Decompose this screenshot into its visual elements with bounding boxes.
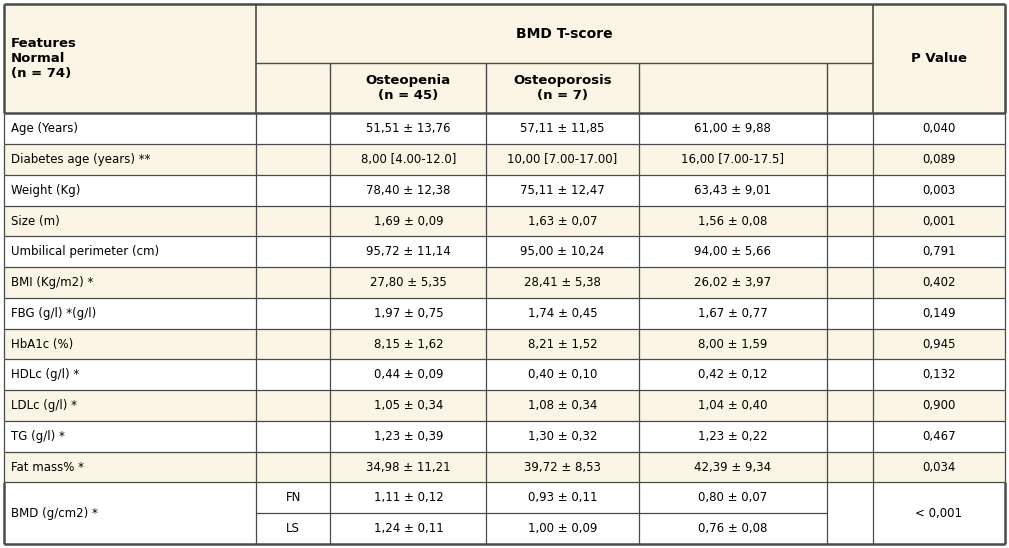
Text: 1,56 ± 0,08: 1,56 ± 0,08 [698,215,768,227]
Bar [4,175,1005,206]
Text: Osteoporosis
(n = 7): Osteoporosis (n = 7) [514,75,611,102]
Bar [4,298,1005,329]
Text: 0,44 ± 0,09: 0,44 ± 0,09 [373,368,443,381]
Text: 0,900: 0,900 [922,399,956,412]
Text: 0,040: 0,040 [922,122,956,135]
Text: 1,69 ± 0,09: 1,69 ± 0,09 [373,215,443,227]
Text: 0,791: 0,791 [922,246,956,258]
Text: 39,72 ± 8,53: 39,72 ± 8,53 [524,461,601,473]
Text: 1,97 ± 0,75: 1,97 ± 0,75 [373,307,443,320]
Text: 0,402: 0,402 [922,276,956,289]
Text: BMD T-score: BMD T-score [517,26,612,41]
Text: 1,74 ± 0,45: 1,74 ± 0,45 [528,307,597,320]
Text: Osteopenia
(n = 45): Osteopenia (n = 45) [366,75,451,102]
Text: 1,00 ± 0,09: 1,00 ± 0,09 [528,522,597,535]
Text: 8,15 ± 1,62: 8,15 ± 1,62 [373,338,443,351]
Text: 10,00 [7.00-17.00]: 10,00 [7.00-17.00] [508,153,618,166]
Text: HDLc (g/l) *: HDLc (g/l) * [11,368,80,381]
Text: 8,00 [4.00-12.0]: 8,00 [4.00-12.0] [360,153,456,166]
Text: 1,05 ± 0,34: 1,05 ± 0,34 [373,399,443,412]
Bar [4,421,1005,452]
Bar [4,482,1005,544]
Text: 1,24 ± 0,11: 1,24 ± 0,11 [373,522,443,535]
Bar [4,267,1005,298]
Text: 0,40 ± 0,10: 0,40 ± 0,10 [528,368,597,381]
Text: 0,80 ± 0,07: 0,80 ± 0,07 [698,492,768,504]
Text: 63,43 ± 9,01: 63,43 ± 9,01 [694,184,771,197]
Bar [4,329,1005,359]
Text: 0,93 ± 0,11: 0,93 ± 0,11 [528,492,597,504]
Text: 75,11 ± 12,47: 75,11 ± 12,47 [521,184,605,197]
Text: Fat mass% *: Fat mass% * [11,461,84,473]
Bar [4,206,1005,237]
Text: 1,63 ± 0,07: 1,63 ± 0,07 [528,215,597,227]
Text: 95,72 ± 11,14: 95,72 ± 11,14 [366,246,451,258]
Text: < 0,001: < 0,001 [915,507,963,520]
Text: 1,08 ± 0,34: 1,08 ± 0,34 [528,399,597,412]
Bar [4,452,1005,482]
Text: Diabetes age (years) **: Diabetes age (years) ** [11,153,150,166]
Text: HbA1c (%): HbA1c (%) [11,338,74,351]
Text: 34,98 ± 11,21: 34,98 ± 11,21 [366,461,451,473]
Text: 0,76 ± 0,08: 0,76 ± 0,08 [698,522,768,535]
Text: 16,00 [7.00-17.5]: 16,00 [7.00-17.5] [681,153,784,166]
Text: Umbilical perimeter (cm): Umbilical perimeter (cm) [11,246,159,258]
Text: BMI (Kg/m2) *: BMI (Kg/m2) * [11,276,94,289]
Text: 1,23 ± 0,39: 1,23 ± 0,39 [373,430,443,443]
Bar [4,359,1005,390]
Text: 0,149: 0,149 [922,307,956,320]
Text: LDLc (g/l) *: LDLc (g/l) * [11,399,77,412]
Text: 0,42 ± 0,12: 0,42 ± 0,12 [698,368,768,381]
Text: 0,132: 0,132 [922,368,956,381]
Text: P Value: P Value [911,52,967,65]
Text: 42,39 ± 9,34: 42,39 ± 9,34 [694,461,771,473]
Text: 0,034: 0,034 [922,461,956,473]
Text: FN: FN [286,492,301,504]
Text: 57,11 ± 11,85: 57,11 ± 11,85 [521,122,604,135]
Text: LS: LS [287,522,301,535]
Text: 95,00 ± 10,24: 95,00 ± 10,24 [521,246,604,258]
Text: 1,30 ± 0,32: 1,30 ± 0,32 [528,430,597,443]
Text: 78,40 ± 12,38: 78,40 ± 12,38 [366,184,451,197]
Text: 0,945: 0,945 [922,338,956,351]
Bar [4,237,1005,267]
Text: Age (Years): Age (Years) [11,122,78,135]
Text: 0,001: 0,001 [922,215,956,227]
Bar [4,390,1005,421]
Text: 94,00 ± 5,66: 94,00 ± 5,66 [694,246,771,258]
Text: 61,00 ± 9,88: 61,00 ± 9,88 [694,122,771,135]
Text: 8,21 ± 1,52: 8,21 ± 1,52 [528,338,597,351]
Text: 26,02 ± 3,97: 26,02 ± 3,97 [694,276,771,289]
Text: 27,80 ± 5,35: 27,80 ± 5,35 [370,276,447,289]
Text: BMD (g/cm2) *: BMD (g/cm2) * [11,507,98,520]
Text: 0,089: 0,089 [922,153,956,166]
Text: 1,23 ± 0,22: 1,23 ± 0,22 [698,430,768,443]
Text: 0,467: 0,467 [922,430,956,443]
Text: Features
Normal
(n = 74): Features Normal (n = 74) [11,37,77,80]
Text: 0,003: 0,003 [922,184,956,197]
Text: 1,67 ± 0,77: 1,67 ± 0,77 [698,307,768,320]
Bar [4,113,1005,144]
Bar [4,4,1005,113]
Text: TG (g/l) *: TG (g/l) * [11,430,65,443]
Text: 1,11 ± 0,12: 1,11 ± 0,12 [373,492,443,504]
Text: 8,00 ± 1,59: 8,00 ± 1,59 [698,338,768,351]
Text: 1,04 ± 0,40: 1,04 ± 0,40 [698,399,768,412]
Text: FBG (g/l) *(g/l): FBG (g/l) *(g/l) [11,307,96,320]
Text: 51,51 ± 13,76: 51,51 ± 13,76 [366,122,451,135]
Text: 28,41 ± 5,38: 28,41 ± 5,38 [524,276,601,289]
Text: Size (m): Size (m) [11,215,60,227]
Bar [4,144,1005,175]
Text: Weight (Kg): Weight (Kg) [11,184,81,197]
